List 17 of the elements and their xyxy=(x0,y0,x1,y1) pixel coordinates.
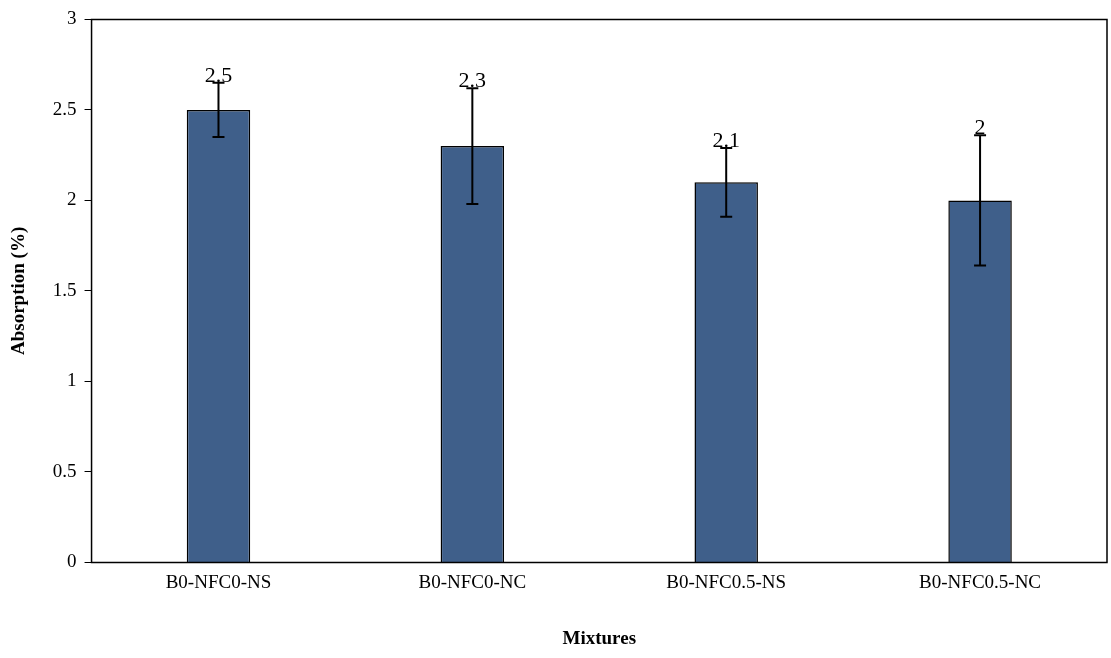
data-label: 2.5 xyxy=(204,61,233,87)
y-tick-label: 1.5 xyxy=(52,278,77,300)
x-tick-label: B0-NFC0.5-NS xyxy=(666,570,787,592)
y-tick-label: 2.5 xyxy=(52,97,77,119)
y-tick-label: 0 xyxy=(67,550,77,572)
y-axis-title: Absorption (%) xyxy=(7,226,30,356)
data-label: 2 xyxy=(974,114,986,140)
y-tick-label: 2 xyxy=(67,188,77,210)
y-tick-label: 1 xyxy=(67,369,77,391)
y-tick-label: 0.5 xyxy=(52,459,77,481)
data-label: 2.1 xyxy=(712,126,740,152)
data-label: 2.3 xyxy=(458,66,487,92)
x-tick-label: B0-NFC0.5-NC xyxy=(919,570,1042,592)
x-axis-title: Mixtures xyxy=(562,626,637,648)
y-tick-label: 3 xyxy=(67,7,77,29)
x-tick-label: B0-NFC0-NS xyxy=(165,570,272,592)
x-tick-label: B0-NFC0-NC xyxy=(418,570,527,592)
